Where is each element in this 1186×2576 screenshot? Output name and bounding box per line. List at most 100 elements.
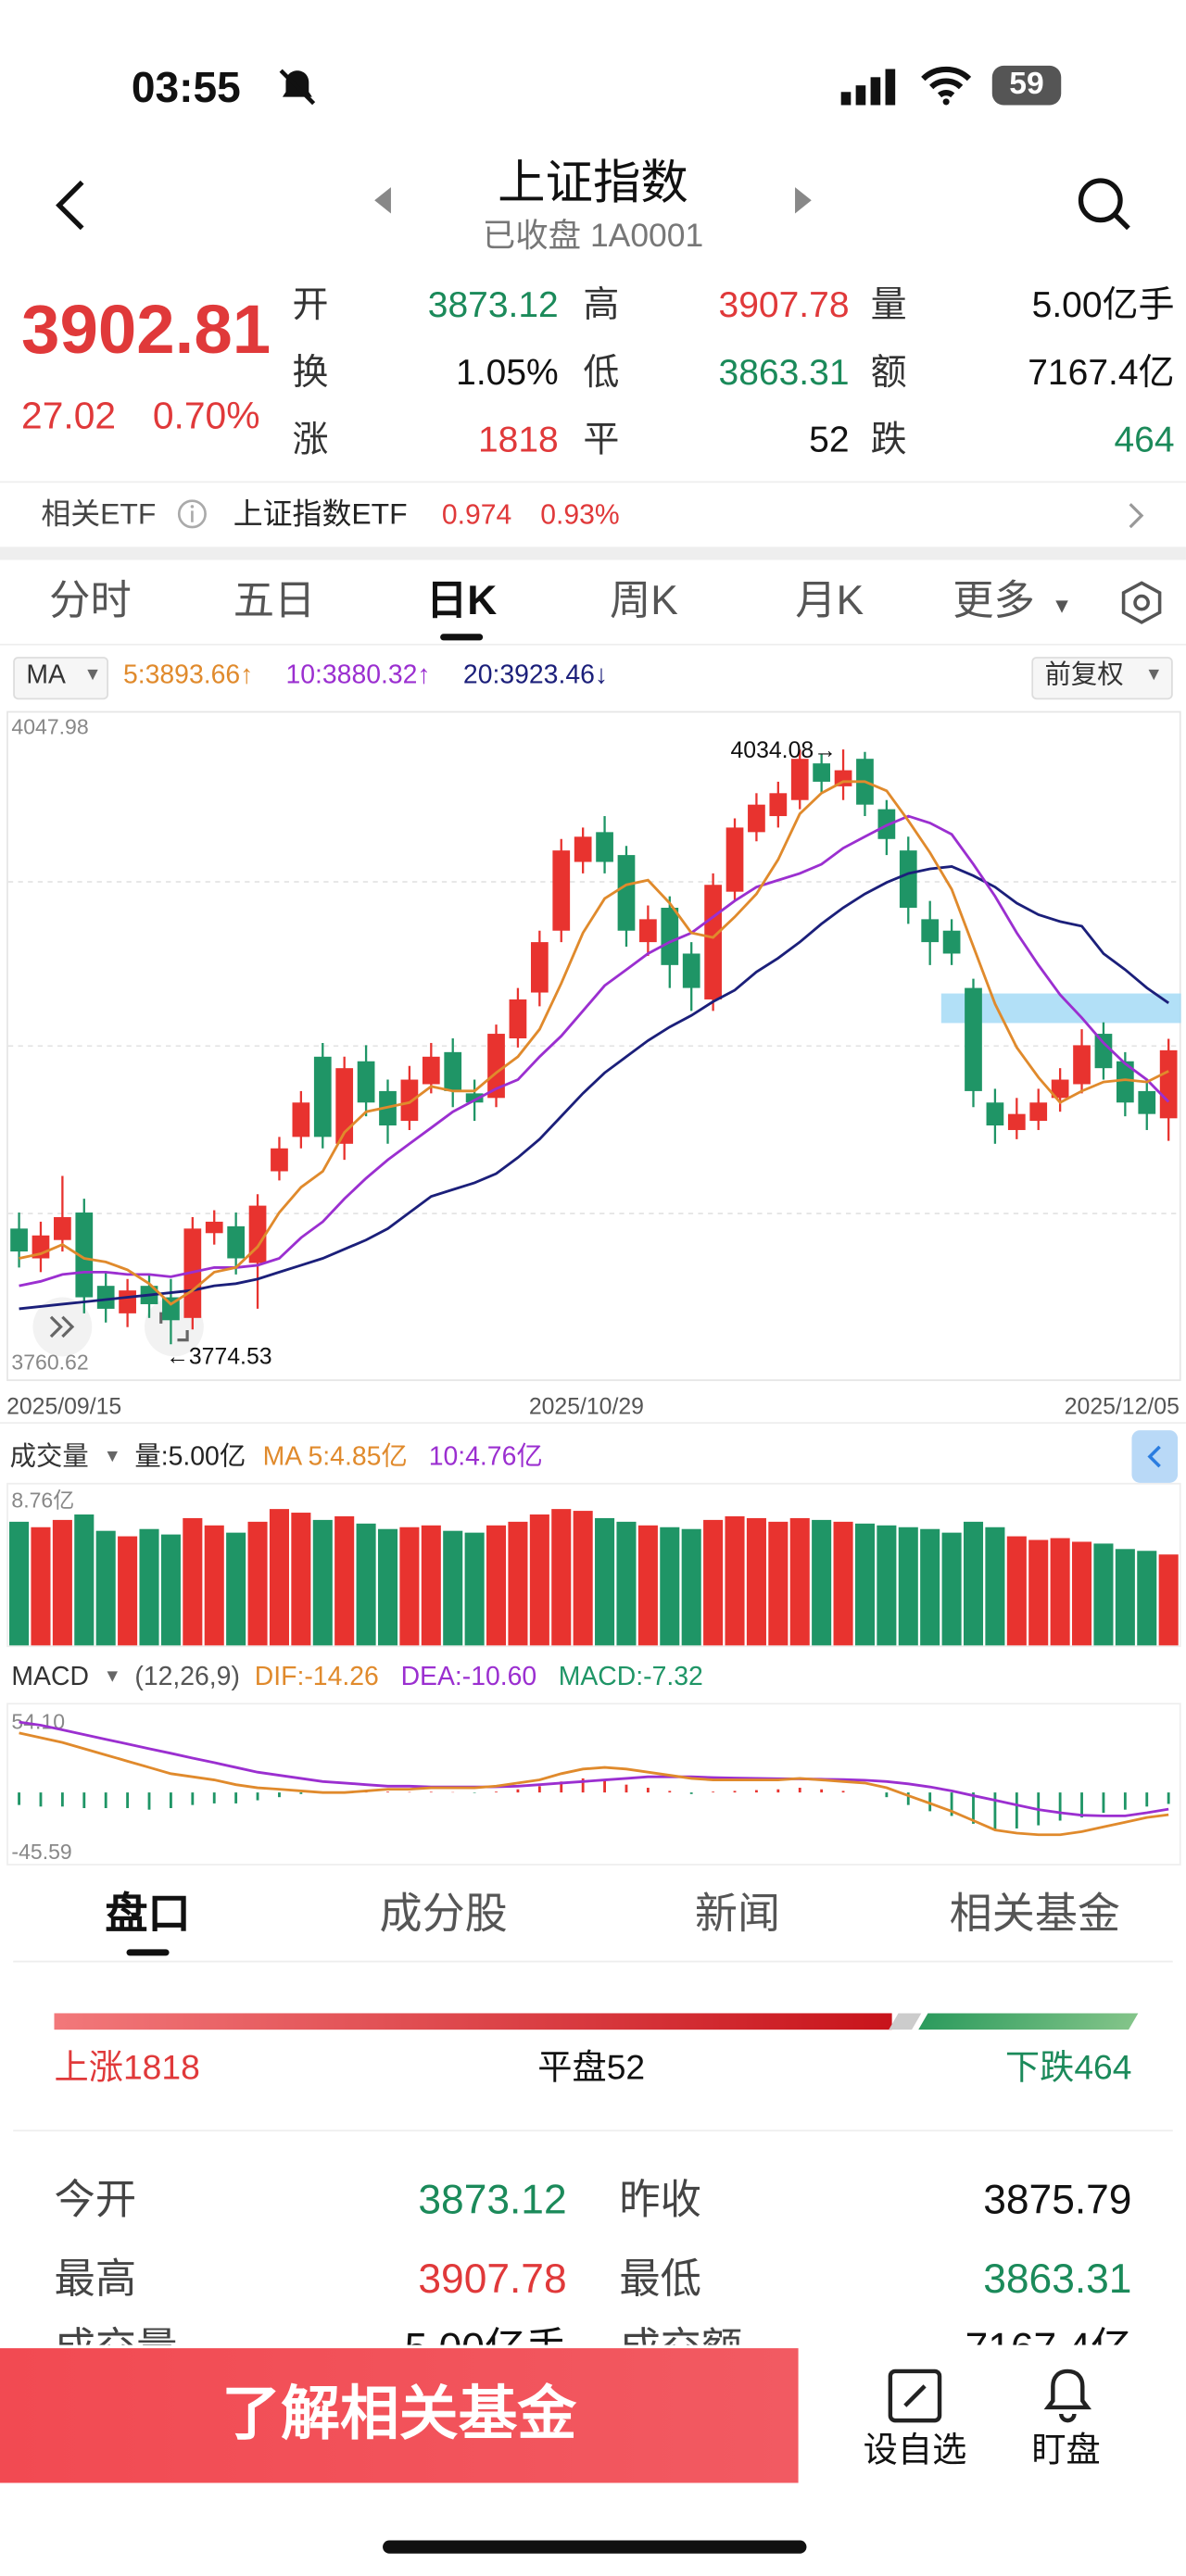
price: 3902.81	[21, 290, 271, 369]
quote-field-value: 3863.31	[718, 351, 850, 393]
back-button[interactable]	[49, 177, 92, 232]
etf-price: 0.974	[441, 498, 512, 531]
y-tick-label: -45.59	[11, 1840, 71, 1864]
period-tab[interactable]: 分时	[49, 578, 132, 624]
volume-bar	[74, 1514, 95, 1646]
volume-bar	[399, 1527, 420, 1646]
macd-label[interactable]: MACD	[11, 1663, 89, 1691]
change: 27.02	[21, 394, 117, 437]
period-tab[interactable]: 月K	[795, 578, 864, 624]
fund-button[interactable]	[0, 2348, 799, 2483]
tab-underline	[126, 1949, 170, 1956]
dif-line	[19, 1731, 1169, 1837]
candle-body	[205, 1221, 223, 1234]
date-label: 2025/09/15	[6, 1394, 121, 1419]
candle-body	[119, 1290, 136, 1313]
ma20-legend: 20:3923.46↓	[462, 661, 609, 690]
candle-body	[1029, 1102, 1048, 1122]
detail-tab[interactable]: 成分股	[379, 1888, 508, 1938]
volume-bar	[508, 1521, 528, 1646]
dea-legend: DEA:-10.60	[400, 1663, 537, 1691]
volume-bar	[681, 1528, 701, 1646]
volume-bar	[139, 1528, 159, 1646]
volume-bar	[637, 1525, 658, 1646]
period-tab[interactable]: 更多	[953, 578, 1035, 624]
stat-value: 3873.12	[418, 2177, 567, 2224]
volume-bar	[31, 1527, 51, 1646]
search-button[interactable]	[1074, 174, 1133, 233]
candle-body	[530, 942, 549, 993]
period-tab[interactable]: 五日	[233, 578, 316, 624]
battery: 59	[991, 65, 1062, 106]
volume-bar	[963, 1521, 984, 1646]
volume-bar	[616, 1521, 637, 1646]
signal-icon	[840, 69, 896, 106]
candle-body	[357, 1061, 375, 1103]
side-panel-icon	[1147, 1445, 1161, 1468]
dropdown-arrow: ▼	[1144, 664, 1163, 685]
candle-body	[986, 1102, 1004, 1126]
candle-body	[271, 1148, 288, 1172]
adjust-label: 前复权	[1044, 661, 1124, 690]
macd-params: (12,26,9)	[134, 1663, 240, 1691]
mute-icon	[279, 69, 316, 106]
side-panel-toggle[interactable]	[1131, 1430, 1179, 1483]
divider	[13, 1960, 1173, 1963]
volume-bar	[52, 1519, 72, 1646]
candle-body	[1051, 1079, 1069, 1099]
settings-button[interactable]	[1118, 580, 1165, 626]
ma-label: MA	[26, 661, 66, 690]
up-count: 上涨1818	[54, 2049, 200, 2088]
volume-bar	[877, 1525, 897, 1646]
flat-count: 平盘52	[537, 2049, 646, 2088]
detail-tab[interactable]: 相关基金	[949, 1888, 1121, 1938]
candle-body	[1007, 1113, 1026, 1130]
volume-bar	[443, 1530, 463, 1646]
ma10-legend: 10:3880.32↑	[285, 661, 431, 690]
quote-field-label: 平	[583, 419, 620, 460]
candle-body	[422, 1056, 440, 1085]
adjust-selector[interactable]	[1031, 657, 1173, 700]
volume-bar	[486, 1525, 507, 1646]
detail-tab[interactable]: 新闻	[694, 1888, 781, 1938]
quote-field-label: 量	[870, 283, 907, 326]
volume-bar	[95, 1530, 116, 1646]
candle-body	[552, 850, 571, 931]
period-tab[interactable]: 日K	[425, 578, 498, 624]
candle-body	[444, 1051, 462, 1091]
etf-arrow[interactable]	[1127, 501, 1146, 531]
status-time: 03:55	[131, 62, 241, 112]
high-annotation: 4034.08→	[731, 738, 837, 763]
info-icon[interactable]	[176, 497, 208, 530]
ma-selector[interactable]	[13, 657, 109, 700]
quote-field-value: 464	[1114, 419, 1175, 460]
prev-index[interactable]	[372, 185, 395, 215]
up-bar	[54, 2013, 892, 2030]
candle-body	[639, 919, 657, 943]
volume-bar	[833, 1521, 853, 1646]
candle-body	[1138, 1090, 1156, 1114]
candle-body	[704, 885, 722, 999]
next-index[interactable]	[791, 185, 814, 215]
detail-tab[interactable]: 盘口	[105, 1888, 191, 1938]
period-tab[interactable]: 周K	[609, 578, 678, 624]
date-label: 2025/12/05	[1065, 1394, 1180, 1419]
volume-bar	[1115, 1549, 1135, 1646]
volume-ma5: MA 5:4.85亿	[262, 1443, 408, 1472]
monitor-label: 盯盘	[1031, 2431, 1101, 2470]
monitor-icon[interactable]	[1041, 2365, 1094, 2424]
dif-legend: DIF:-14.26	[254, 1663, 379, 1691]
watch-icon[interactable]	[887, 2368, 942, 2423]
section-gap	[0, 547, 1186, 560]
divider	[13, 2130, 1173, 2132]
volume-bar	[160, 1534, 181, 1646]
volume-bar	[377, 1528, 398, 1646]
volume-bar	[789, 1517, 810, 1646]
volume-bar	[573, 1511, 593, 1646]
etf-name[interactable]: 上证指数ETF	[233, 497, 408, 531]
stat-label: 最低	[619, 2256, 702, 2303]
volume-label[interactable]: 成交量	[9, 1443, 89, 1472]
fund-button-label: 了解相关基金	[221, 2379, 577, 2447]
